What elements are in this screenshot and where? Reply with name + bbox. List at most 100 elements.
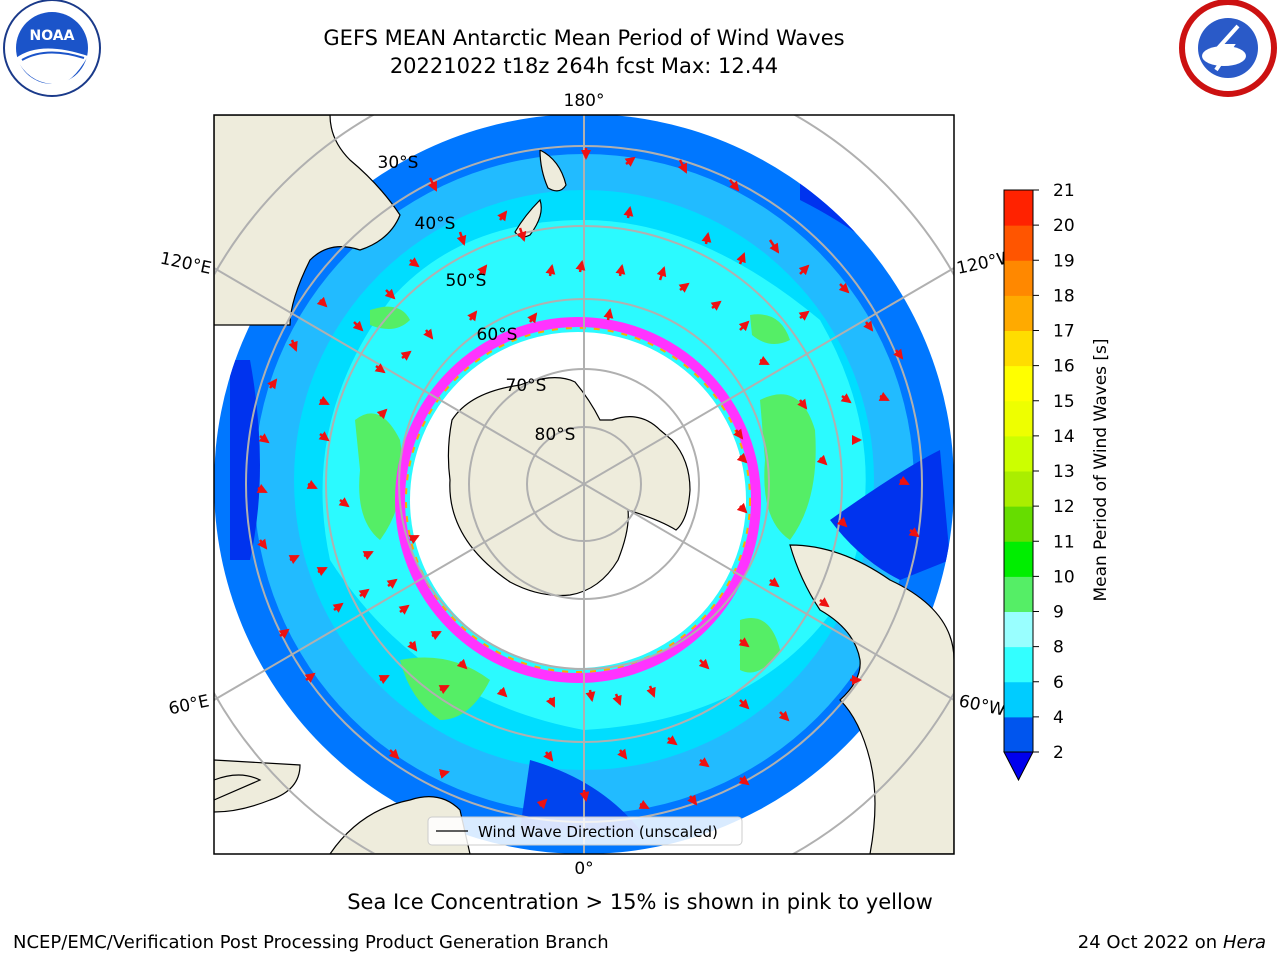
colorbar-segment bbox=[1004, 225, 1033, 261]
wave-arrow bbox=[358, 588, 370, 599]
wave-arrow bbox=[736, 502, 748, 514]
wave-arrow bbox=[798, 264, 810, 276]
colorbar-segment bbox=[1004, 295, 1033, 331]
colorbar-segment bbox=[1004, 541, 1033, 577]
colorbar: 2 4 6 8 9 10 11 12 13 14 15 16 17 18 19 20 21 bbox=[1003, 181, 1075, 782]
wave-arrow bbox=[778, 710, 790, 722]
lon-label-0: 0° bbox=[574, 859, 593, 879]
wave-arrow bbox=[439, 769, 450, 779]
legend-label: Wind Wave Direction (unscaled) bbox=[478, 823, 718, 841]
colorbar-segment bbox=[1004, 611, 1033, 648]
wave-arrow bbox=[536, 798, 548, 810]
colorbar-tick-label: 13 bbox=[1053, 462, 1075, 482]
noaa-logo: NOAA bbox=[3, 0, 101, 97]
colorbar-tick-label: 20 bbox=[1053, 216, 1075, 236]
wave-arrow bbox=[516, 227, 527, 242]
map-frame bbox=[213, 114, 955, 855]
lat-label-50s: 50°S bbox=[446, 271, 487, 291]
wave-arrow bbox=[316, 296, 328, 308]
wave-arrow bbox=[701, 232, 712, 245]
wave-arrow bbox=[863, 320, 874, 332]
colorbar-tick-label: 19 bbox=[1053, 251, 1075, 271]
wave-arrow bbox=[545, 696, 556, 708]
wave-arrow bbox=[374, 363, 386, 374]
colorbar-tick-label: 18 bbox=[1053, 286, 1075, 306]
wave-arrow bbox=[738, 637, 750, 648]
wave-arrow bbox=[840, 393, 852, 404]
wave-arrow bbox=[376, 408, 388, 420]
wave-arrow bbox=[623, 206, 634, 219]
wave-arrow bbox=[477, 264, 488, 276]
wave-arrow bbox=[612, 693, 622, 706]
wave-arrow bbox=[736, 452, 748, 464]
wave-arrow bbox=[656, 266, 667, 281]
wave-arrow bbox=[256, 483, 268, 494]
wave-arrow bbox=[738, 698, 750, 710]
colorbar-tick-label: 2 bbox=[1053, 743, 1064, 763]
wave-arrow bbox=[710, 300, 722, 311]
wave-arrow bbox=[407, 640, 418, 652]
colorbar-segment bbox=[1004, 716, 1033, 753]
lon-label-120e: 120°E bbox=[158, 249, 213, 279]
wave-arrow bbox=[408, 534, 420, 545]
wave-arrow bbox=[908, 527, 920, 538]
colorbar-tick-label: 9 bbox=[1053, 603, 1064, 623]
colorbar-segment bbox=[1004, 576, 1033, 612]
lat-label-40s: 40°S bbox=[415, 214, 456, 234]
footer-date-text: 24 Oct 2022 on bbox=[1077, 932, 1223, 953]
footer-host: Hera bbox=[1222, 932, 1266, 953]
colorbar-tick-label: 21 bbox=[1053, 181, 1075, 201]
wave-arrow bbox=[304, 672, 316, 683]
wave-arrow bbox=[278, 628, 290, 639]
colorbar-segment bbox=[1004, 400, 1033, 437]
wave-arrow bbox=[768, 577, 780, 588]
wave-arrow bbox=[898, 475, 910, 486]
colorbar-tick-label: 4 bbox=[1053, 708, 1064, 728]
lat-label-80s: 80°S bbox=[535, 425, 576, 445]
wave-arrow bbox=[878, 391, 890, 402]
wave-arrow bbox=[738, 775, 750, 786]
colorbar-segment bbox=[1004, 646, 1033, 683]
colorbar-tick-label: 16 bbox=[1053, 357, 1075, 377]
wave-arrow bbox=[543, 750, 554, 762]
wave-arrow bbox=[646, 685, 656, 698]
wave-arrow bbox=[736, 252, 746, 265]
colorbar-segment bbox=[1004, 471, 1033, 507]
wind-wave-arrows bbox=[256, 148, 920, 810]
lon-label-60w: 60°W bbox=[957, 691, 1007, 720]
wave-arrow bbox=[362, 550, 374, 561]
wave-arrow bbox=[617, 748, 628, 760]
wave-arrow bbox=[603, 308, 614, 321]
wave-arrow bbox=[615, 264, 626, 277]
wave-arrow bbox=[456, 231, 467, 246]
wave-arrow bbox=[332, 602, 344, 613]
wave-arrow bbox=[677, 159, 688, 174]
colorbar-tick-label: 14 bbox=[1053, 427, 1075, 447]
wave-arrow bbox=[388, 748, 400, 760]
wave-arrow bbox=[624, 156, 636, 167]
wave-arrow bbox=[733, 428, 744, 440]
wave-arrow bbox=[729, 179, 740, 192]
colorbar-segment bbox=[1004, 330, 1033, 367]
nws-logo bbox=[1179, 0, 1277, 97]
wave-arrow bbox=[306, 479, 318, 490]
wave-arrow bbox=[638, 799, 650, 810]
wave-arrow bbox=[758, 355, 770, 366]
chart-subtitle: 20221022 t18z 264h fcst Max: 12.44 bbox=[389, 54, 779, 78]
wave-arrow bbox=[467, 310, 478, 322]
wave-arrow bbox=[838, 282, 850, 294]
chart-title: GEFS MEAN Antarctic Mean Period of Wind … bbox=[323, 26, 845, 50]
wave-arrow bbox=[427, 177, 438, 192]
wave-arrow bbox=[585, 689, 596, 702]
wave-arrow bbox=[318, 395, 330, 406]
lon-label-180: 180° bbox=[564, 91, 605, 111]
colorbar-extend-min bbox=[1003, 751, 1034, 782]
wave-arrow bbox=[818, 597, 830, 608]
wave-arrow bbox=[768, 239, 780, 254]
wave-arrow bbox=[798, 310, 810, 321]
lat-label-30s: 30°S bbox=[378, 153, 419, 173]
map-legend: Wind Wave Direction (unscaled) bbox=[427, 816, 743, 846]
lat-label-70s: 70°S bbox=[506, 376, 547, 396]
wave-arrow bbox=[400, 350, 412, 361]
